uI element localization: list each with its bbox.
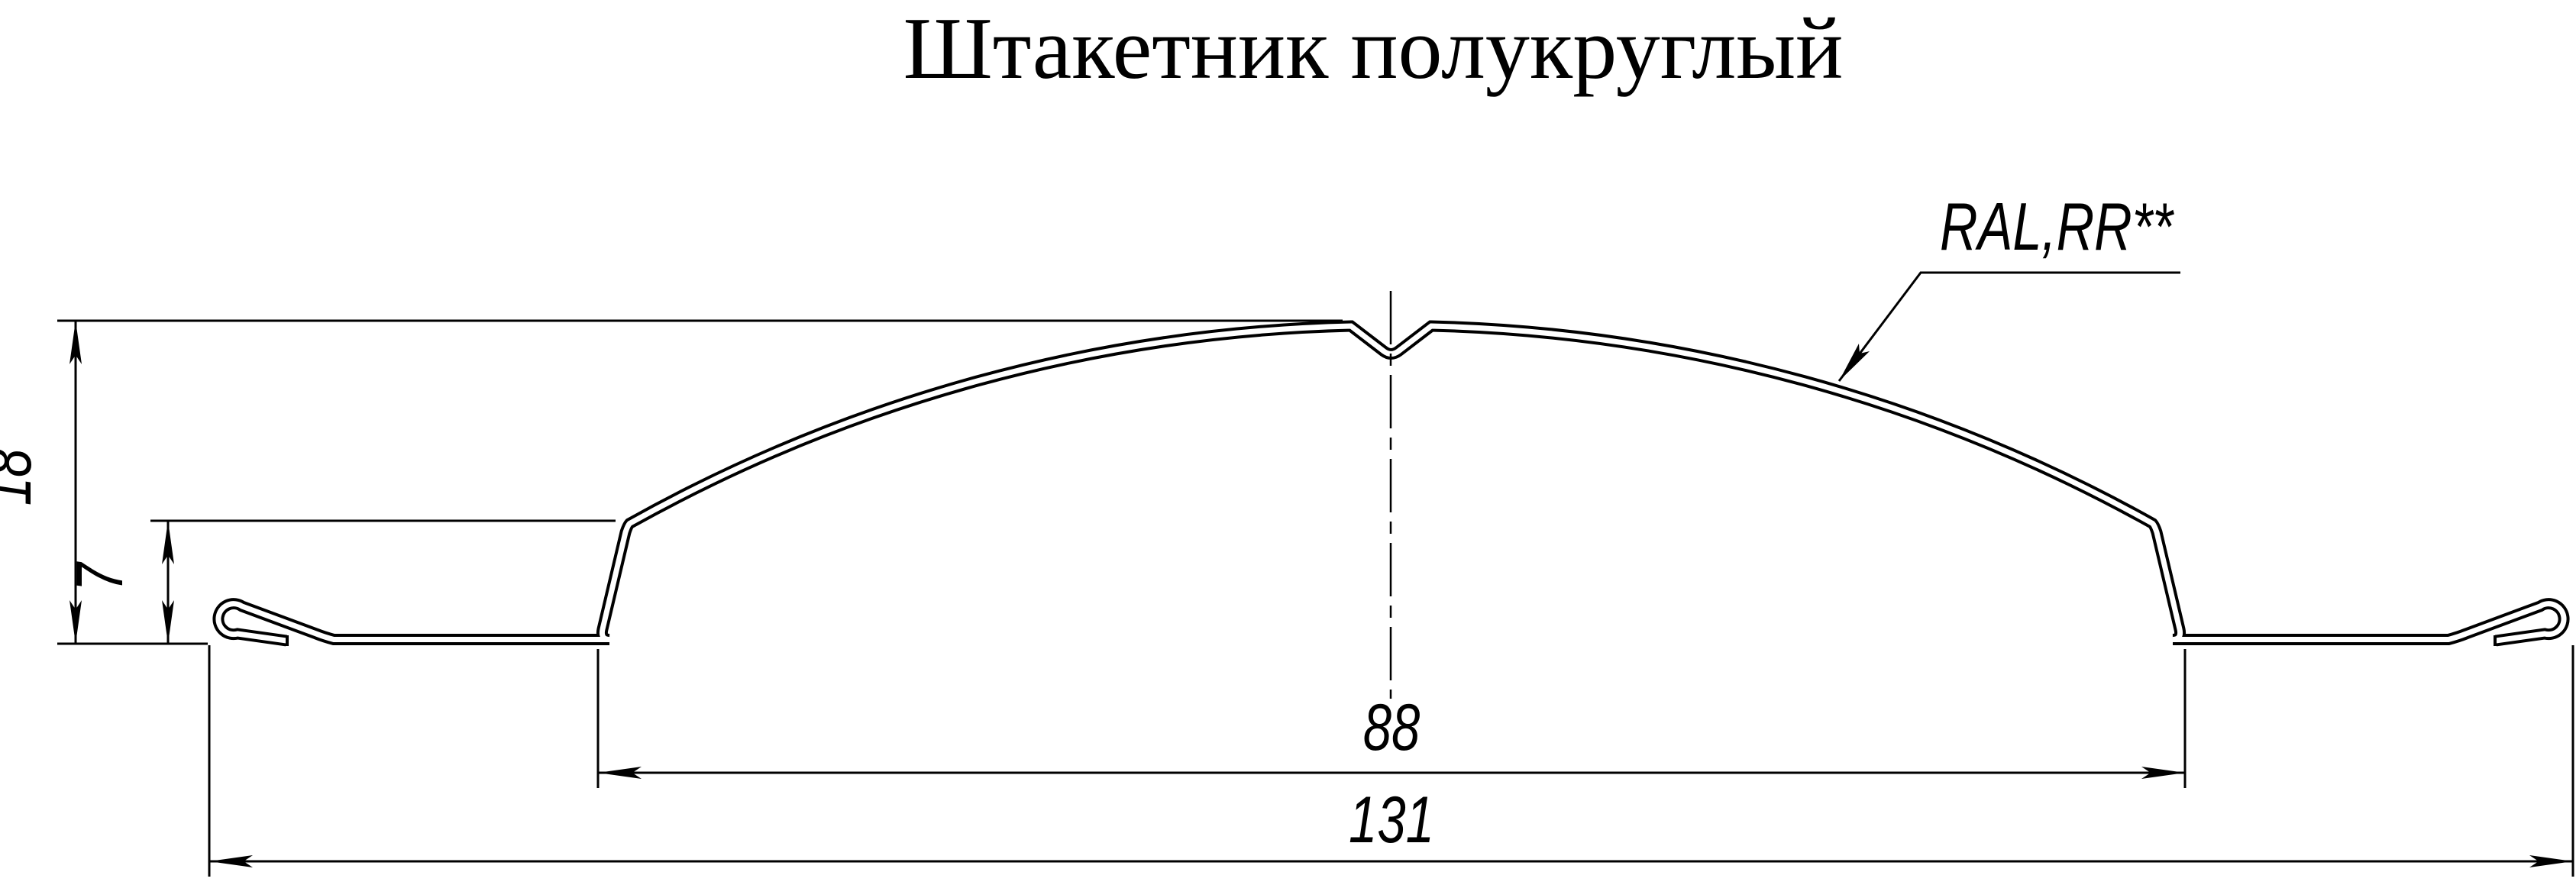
coating-label: RAL,RR**	[1940, 189, 2174, 264]
dimension-value-88: 88	[1363, 691, 1421, 764]
dimension-7: 7	[63, 521, 174, 644]
drawing-title: Штакетник полукруглый	[903, 0, 1844, 98]
dimension-88: 88	[598, 691, 2185, 779]
arrowhead-18-top	[69, 321, 82, 364]
dimension-value-18: 18	[0, 449, 45, 506]
extension-lines	[57, 319, 2574, 877]
arrowhead-7-bottom	[162, 600, 174, 644]
dimension-value-7: 7	[63, 561, 137, 592]
dimension-131: 131	[209, 783, 2573, 867]
arrowhead-131-left	[209, 855, 253, 867]
arrowhead-18-bottom	[69, 600, 82, 644]
leader-line	[1837, 271, 2180, 382]
arrowhead-88-right	[2141, 767, 2185, 779]
arrowhead-88-left	[598, 767, 642, 779]
dimension-18: 18	[0, 321, 82, 644]
leader-arrowhead	[1839, 344, 1870, 381]
dimension-value-131: 131	[1349, 783, 1434, 857]
coating-leader: RAL,RR**	[1837, 189, 2180, 382]
arrowhead-7-top	[162, 521, 174, 564]
arrowhead-131-right	[2529, 855, 2573, 867]
